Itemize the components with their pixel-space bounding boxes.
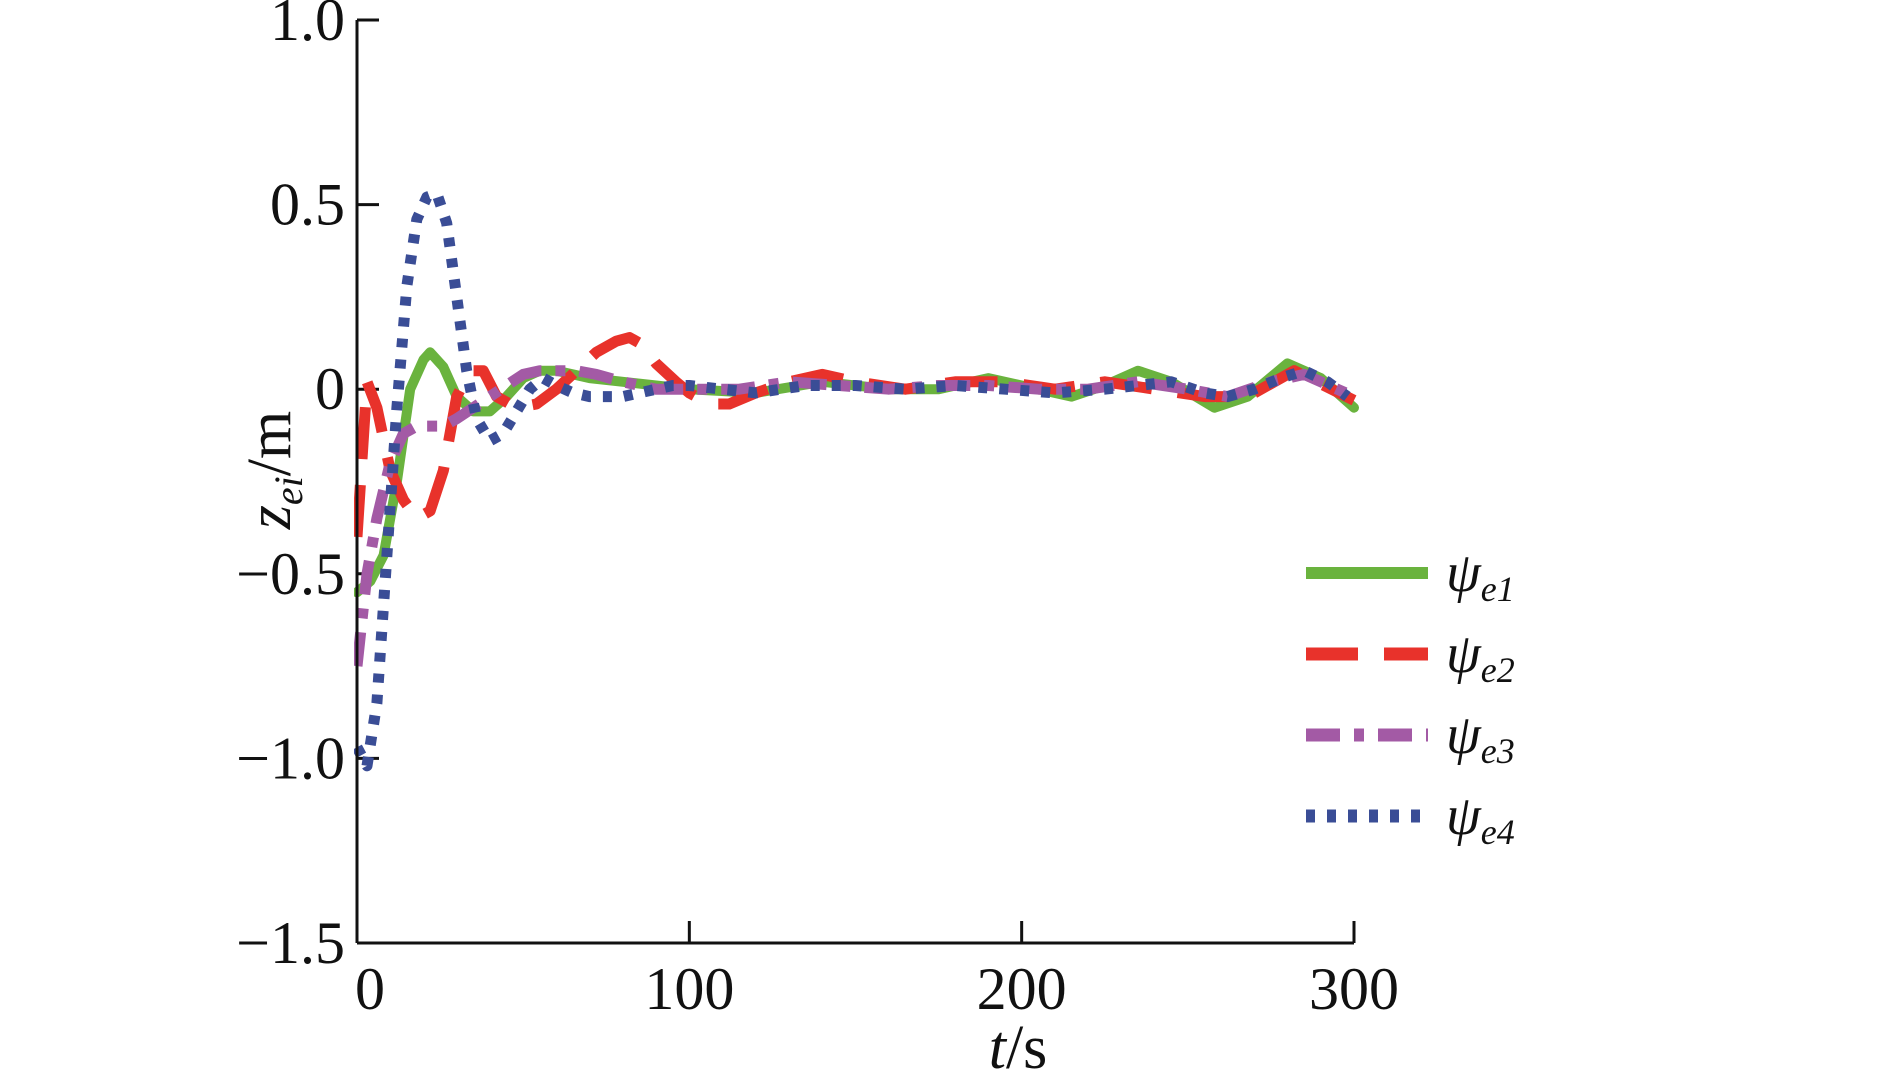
y-tick-label: −1.5 — [236, 910, 345, 976]
y-tick-label: −0.5 — [236, 541, 345, 607]
series-line-3 — [354, 365, 1357, 667]
y-tick-label: −1.0 — [236, 725, 345, 791]
y-axis-label-unit: /m — [236, 411, 304, 476]
y-axis-label: zei/m — [236, 411, 311, 530]
y-tick-label: 0 — [315, 356, 345, 422]
legend-label-1: ψe1 — [1446, 542, 1515, 609]
x-axis-label: t/s — [989, 1014, 1048, 1077]
legend-label-4: ψe4 — [1446, 785, 1515, 852]
y-tick-label: 1.0 — [270, 0, 345, 53]
y-tick-label: 0.5 — [270, 172, 345, 238]
x-axis-label-unit: /s — [1006, 1014, 1047, 1077]
series-line-2 — [354, 332, 1357, 538]
x-tick-label: 100 — [644, 956, 734, 1022]
x-axis-label-var: t — [989, 1014, 1008, 1077]
x-axis-ticks: 0 100 200 300 — [355, 921, 1399, 1022]
legend-label-2: ψe2 — [1446, 623, 1515, 690]
x-tick-label: 300 — [1309, 956, 1399, 1022]
series-line-1 — [354, 347, 1359, 598]
legend-label-3: ψe3 — [1446, 704, 1515, 771]
y-axis-label-sub: ei — [266, 476, 311, 505]
legend: ψe1 ψe2 ψe3 ψe4 — [1306, 542, 1515, 852]
series-line-4 — [354, 188, 1351, 772]
series-layer — [354, 188, 1359, 772]
x-tick-label: 200 — [977, 956, 1067, 1022]
x-tick-label: 0 — [355, 956, 385, 1022]
y-axis-label-var: z — [236, 505, 304, 530]
